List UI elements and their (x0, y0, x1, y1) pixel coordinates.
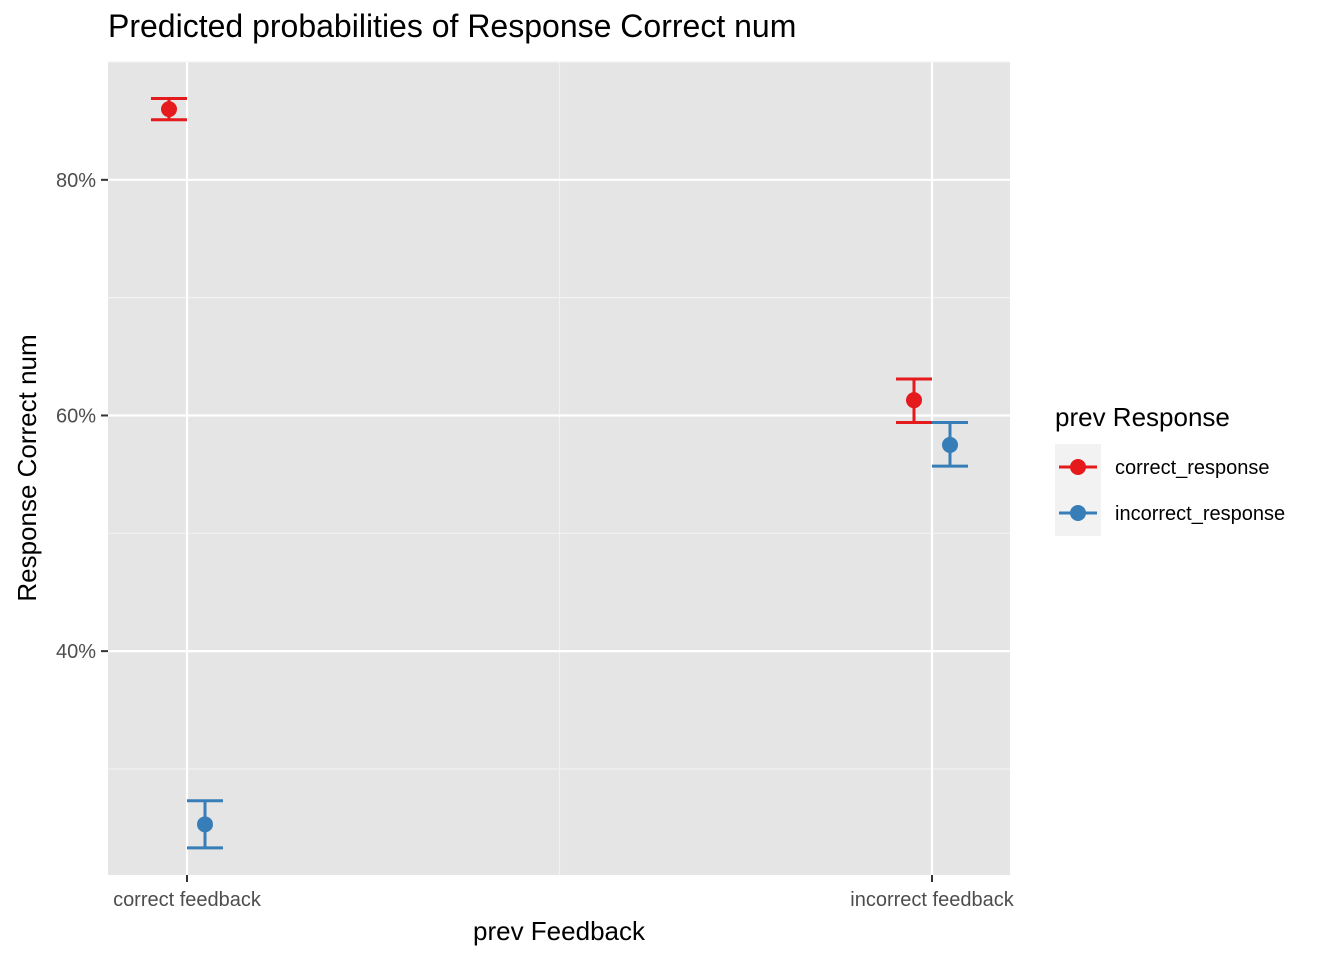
legend-key-point (1070, 505, 1086, 521)
y-axis-title: Response Correct num (12, 334, 42, 601)
legend-label: correct_response (1115, 457, 1270, 479)
x-axis-title: prev Feedback (473, 916, 646, 946)
data-point (906, 392, 922, 409)
legend-label: incorrect_response (1115, 503, 1285, 525)
y-axis: 40% 60% 80% (56, 170, 108, 663)
y-tick-label: 40% (56, 641, 96, 663)
data-point (161, 101, 177, 118)
x-tick-label: incorrect feedback (850, 889, 1014, 911)
y-tick-label: 80% (56, 170, 96, 192)
data-point (197, 816, 213, 833)
data-point (942, 436, 958, 453)
y-tick-label: 60% (56, 405, 96, 427)
legend-key-background (1055, 444, 1101, 536)
chart-title: Predicted probabilities of Response Corr… (108, 8, 797, 44)
x-tick-label: correct feedback (113, 889, 262, 911)
data-marks (151, 97, 968, 850)
legend-items: correct_response incorrect_response (1059, 457, 1285, 525)
x-axis: correct feedback incorrect feedback (113, 875, 1015, 911)
legend-key-point (1070, 459, 1086, 475)
grid-minor (108, 61, 1010, 875)
grid-major (108, 62, 1010, 875)
legend-title: prev Response (1055, 402, 1230, 432)
legend: prev Response correct_response incorrect_… (1055, 402, 1285, 536)
